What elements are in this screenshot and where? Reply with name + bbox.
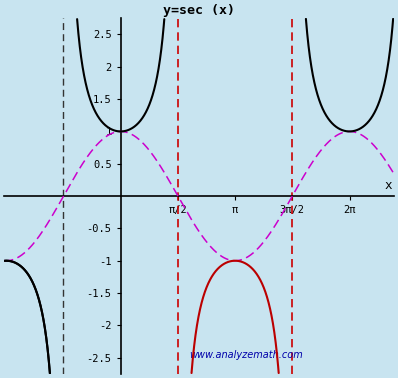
- Title: y=sec (x): y=sec (x): [163, 4, 235, 17]
- Text: x: x: [384, 179, 392, 192]
- Text: www.analyzemath.com: www.analyzemath.com: [189, 350, 302, 359]
